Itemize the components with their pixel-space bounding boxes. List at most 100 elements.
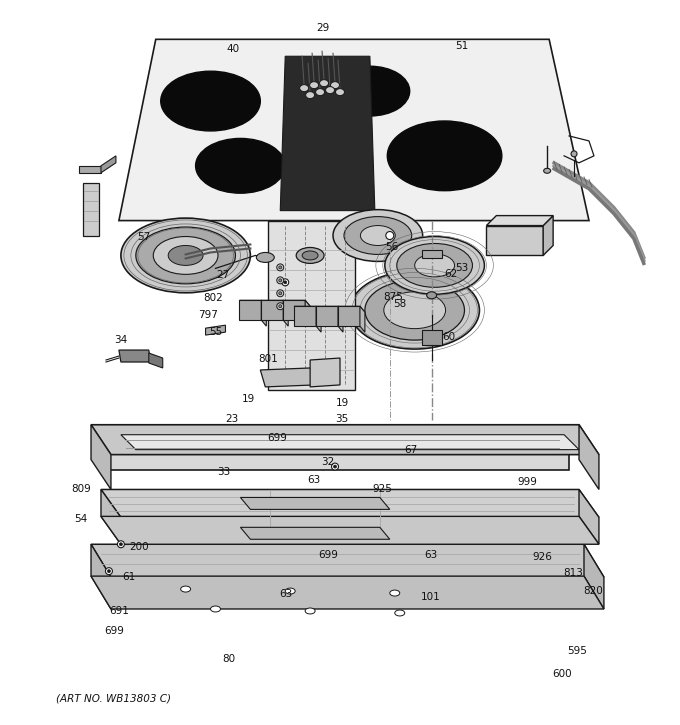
Ellipse shape <box>120 543 122 546</box>
Polygon shape <box>260 368 315 387</box>
Polygon shape <box>486 225 543 255</box>
Polygon shape <box>91 544 604 577</box>
Polygon shape <box>119 39 589 220</box>
Text: 19: 19 <box>242 394 255 404</box>
Text: 809: 809 <box>71 484 91 494</box>
Ellipse shape <box>571 151 577 157</box>
Polygon shape <box>101 425 569 470</box>
Text: 926: 926 <box>532 552 552 562</box>
Ellipse shape <box>121 218 250 293</box>
Text: 33: 33 <box>217 467 230 476</box>
Polygon shape <box>486 215 553 225</box>
Text: 80: 80 <box>222 654 235 664</box>
Ellipse shape <box>282 279 289 286</box>
Ellipse shape <box>320 80 328 86</box>
Ellipse shape <box>305 608 315 614</box>
Ellipse shape <box>344 217 411 254</box>
Ellipse shape <box>309 82 319 88</box>
Ellipse shape <box>277 264 284 271</box>
Ellipse shape <box>390 590 400 596</box>
Text: 797: 797 <box>199 310 218 320</box>
Text: 925: 925 <box>372 484 392 494</box>
Ellipse shape <box>544 168 551 173</box>
Ellipse shape <box>279 279 282 282</box>
Text: 62: 62 <box>444 270 457 279</box>
Polygon shape <box>241 527 390 539</box>
Text: 58: 58 <box>393 299 407 310</box>
Ellipse shape <box>365 281 464 340</box>
Polygon shape <box>294 306 316 326</box>
Polygon shape <box>579 489 599 544</box>
Text: 61: 61 <box>122 572 135 582</box>
Ellipse shape <box>396 244 473 287</box>
Ellipse shape <box>153 236 218 274</box>
Ellipse shape <box>335 88 345 96</box>
Polygon shape <box>121 435 579 450</box>
Polygon shape <box>205 325 226 335</box>
Ellipse shape <box>333 210 423 262</box>
Polygon shape <box>316 306 321 332</box>
Polygon shape <box>241 497 390 510</box>
Polygon shape <box>422 330 441 345</box>
Text: 67: 67 <box>404 444 418 455</box>
Text: 999: 999 <box>517 476 537 486</box>
Polygon shape <box>91 544 111 609</box>
Polygon shape <box>239 300 261 320</box>
Ellipse shape <box>305 91 315 99</box>
Ellipse shape <box>284 281 287 283</box>
Ellipse shape <box>181 586 190 592</box>
Text: 801: 801 <box>258 354 278 364</box>
Ellipse shape <box>296 247 324 263</box>
Ellipse shape <box>279 304 282 307</box>
Text: 699: 699 <box>267 433 287 443</box>
Text: 32: 32 <box>322 457 335 467</box>
Text: 23: 23 <box>225 414 238 424</box>
Ellipse shape <box>332 463 339 470</box>
Polygon shape <box>584 544 604 609</box>
Polygon shape <box>310 358 340 387</box>
Ellipse shape <box>384 291 445 328</box>
Polygon shape <box>284 300 288 326</box>
Ellipse shape <box>279 266 282 269</box>
Text: 51: 51 <box>455 41 468 51</box>
Polygon shape <box>294 306 321 312</box>
Polygon shape <box>101 489 599 518</box>
Polygon shape <box>269 220 355 390</box>
Text: 63: 63 <box>424 550 437 560</box>
Text: 600: 600 <box>552 668 572 679</box>
Polygon shape <box>316 306 338 326</box>
Ellipse shape <box>277 277 284 283</box>
Ellipse shape <box>350 271 479 349</box>
Polygon shape <box>280 57 375 211</box>
Text: 57: 57 <box>137 231 150 241</box>
Text: 29: 29 <box>316 23 330 33</box>
Ellipse shape <box>196 138 285 193</box>
Ellipse shape <box>415 254 454 277</box>
Polygon shape <box>579 425 599 489</box>
Polygon shape <box>101 156 116 173</box>
Text: 101: 101 <box>421 592 441 602</box>
Polygon shape <box>149 353 163 368</box>
Ellipse shape <box>277 303 284 310</box>
Ellipse shape <box>256 252 274 262</box>
Text: 699: 699 <box>318 550 338 560</box>
Ellipse shape <box>300 85 309 91</box>
Ellipse shape <box>107 570 110 573</box>
Ellipse shape <box>302 251 318 260</box>
Ellipse shape <box>386 231 394 239</box>
Polygon shape <box>91 576 604 609</box>
Polygon shape <box>338 306 360 326</box>
Polygon shape <box>261 300 267 326</box>
Polygon shape <box>338 306 365 312</box>
Ellipse shape <box>105 568 112 575</box>
Text: 63: 63 <box>307 475 321 484</box>
Ellipse shape <box>426 291 437 299</box>
Polygon shape <box>543 215 553 255</box>
Polygon shape <box>284 300 305 320</box>
Polygon shape <box>91 425 599 455</box>
Text: 40: 40 <box>227 44 240 54</box>
Ellipse shape <box>326 86 335 94</box>
Polygon shape <box>101 516 599 544</box>
Polygon shape <box>422 250 441 258</box>
Polygon shape <box>79 166 101 173</box>
